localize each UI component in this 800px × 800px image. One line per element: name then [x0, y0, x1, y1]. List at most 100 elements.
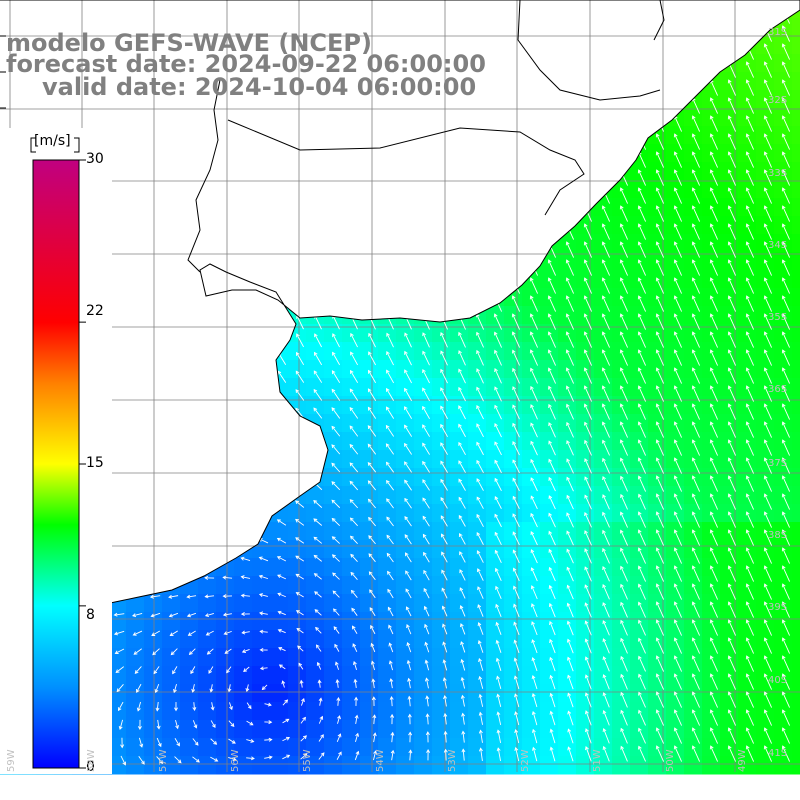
wind-arrow-head [404, 497, 408, 502]
wind-arrow-head [565, 241, 570, 246]
field-cell [198, 702, 217, 721]
wind-arrow-head [404, 442, 408, 447]
wind-arrow-head [763, 43, 768, 48]
wind-arrow-head [727, 133, 732, 138]
field-cell [792, 18, 800, 37]
wind-arrow [295, 408, 305, 419]
field-cell [288, 594, 307, 613]
field-cell [378, 396, 397, 415]
wind-arrow [548, 513, 556, 528]
wind-arrow-head [548, 440, 552, 445]
wind-arrow-head [566, 494, 571, 499]
wind-arrow [317, 662, 322, 670]
wind-arrow [300, 753, 307, 760]
wind-arrow-head [461, 712, 466, 717]
wind-arrow [372, 679, 375, 689]
wind-arrow [728, 637, 737, 654]
wind-arrow-head [691, 367, 696, 372]
wind-arrow-head [781, 745, 786, 750]
wind-arrow [710, 403, 719, 420]
wind-arrow [692, 97, 701, 114]
wind-arrow [620, 566, 628, 582]
wind-arrow-head [745, 547, 750, 552]
wind-arrow [764, 403, 773, 420]
field-cell [342, 540, 361, 559]
wind-arrow [313, 389, 323, 401]
wind-arrow-head [494, 404, 498, 409]
wind-arrow-head [196, 758, 200, 763]
wind-arrow [371, 661, 375, 671]
wind-arrow-head [745, 691, 750, 696]
wind-arrow [584, 205, 593, 222]
wind-arrow-head [478, 675, 483, 680]
wind-arrow-head [388, 660, 393, 665]
wind-arrow [422, 479, 430, 491]
wind-arrow-head [566, 458, 570, 463]
field-cell [414, 612, 433, 631]
wind-arrow [602, 566, 610, 582]
wind-arrow [638, 638, 646, 654]
field-cell [324, 630, 343, 649]
wind-arrow-head [602, 602, 607, 607]
wind-arrow [443, 677, 447, 689]
wind-arrow [567, 675, 574, 690]
field-cell [504, 450, 523, 469]
wind-arrow [405, 588, 412, 599]
wind-arrow-head [496, 729, 501, 734]
wind-arrow [728, 385, 737, 402]
wind-arrow [476, 405, 484, 420]
wind-arrow-head [530, 512, 534, 517]
field-cell [360, 342, 379, 361]
wind-arrow [138, 737, 143, 748]
wind-arrow [386, 480, 394, 491]
field-cell [252, 612, 271, 631]
wind-arrow [782, 439, 791, 456]
wind-arrow-head [137, 726, 142, 731]
wind-arrow-head [709, 205, 714, 210]
wind-arrow-head [637, 223, 642, 228]
field-cell [306, 720, 325, 739]
field-cell [432, 558, 451, 577]
field-cell [342, 738, 361, 757]
wind-arrow [764, 331, 773, 348]
wind-arrow [277, 593, 286, 598]
wind-arrow-head [781, 493, 786, 498]
wind-arrow [151, 630, 161, 636]
wind-arrow [746, 655, 755, 672]
wind-arrow-head [583, 259, 588, 264]
wind-arrow [674, 475, 683, 492]
wind-arrow [441, 588, 448, 599]
wind-arrow-head [745, 403, 750, 408]
wind-arrow [512, 404, 520, 420]
wind-arrow [620, 331, 629, 348]
wind-arrow [584, 530, 592, 546]
wind-arrow-head [602, 638, 607, 643]
wind-arrow [337, 715, 341, 724]
wind-arrow-head [268, 720, 273, 725]
wind-arrow-head [763, 691, 768, 696]
wind-arrow-head [494, 495, 499, 501]
field-cell [198, 630, 217, 649]
wind-arrow [764, 547, 773, 564]
wind-arrow [187, 595, 197, 598]
wind-arrow [548, 331, 557, 348]
wind-arrow-head [338, 751, 342, 756]
wind-arrow-head [619, 403, 624, 408]
field-cell [774, 756, 793, 775]
wind-arrow-head [352, 643, 357, 648]
wind-arrow [746, 241, 755, 258]
field-cell [324, 504, 343, 523]
wind-arrow-head [620, 493, 624, 498]
wind-arrow-head [426, 748, 431, 753]
wind-arrow-head [566, 566, 571, 571]
wind-arrow [367, 407, 377, 419]
wind-arrow-head [619, 511, 624, 516]
wind-arrow-head [368, 314, 372, 319]
wind-arrow [368, 351, 376, 366]
field-cell [288, 558, 307, 577]
wind-arrow-head [745, 601, 750, 606]
wind-arrow-head [531, 675, 536, 680]
wind-arrow [422, 497, 430, 509]
wind-arrow [567, 657, 574, 672]
wind-arrow-head [691, 529, 696, 534]
